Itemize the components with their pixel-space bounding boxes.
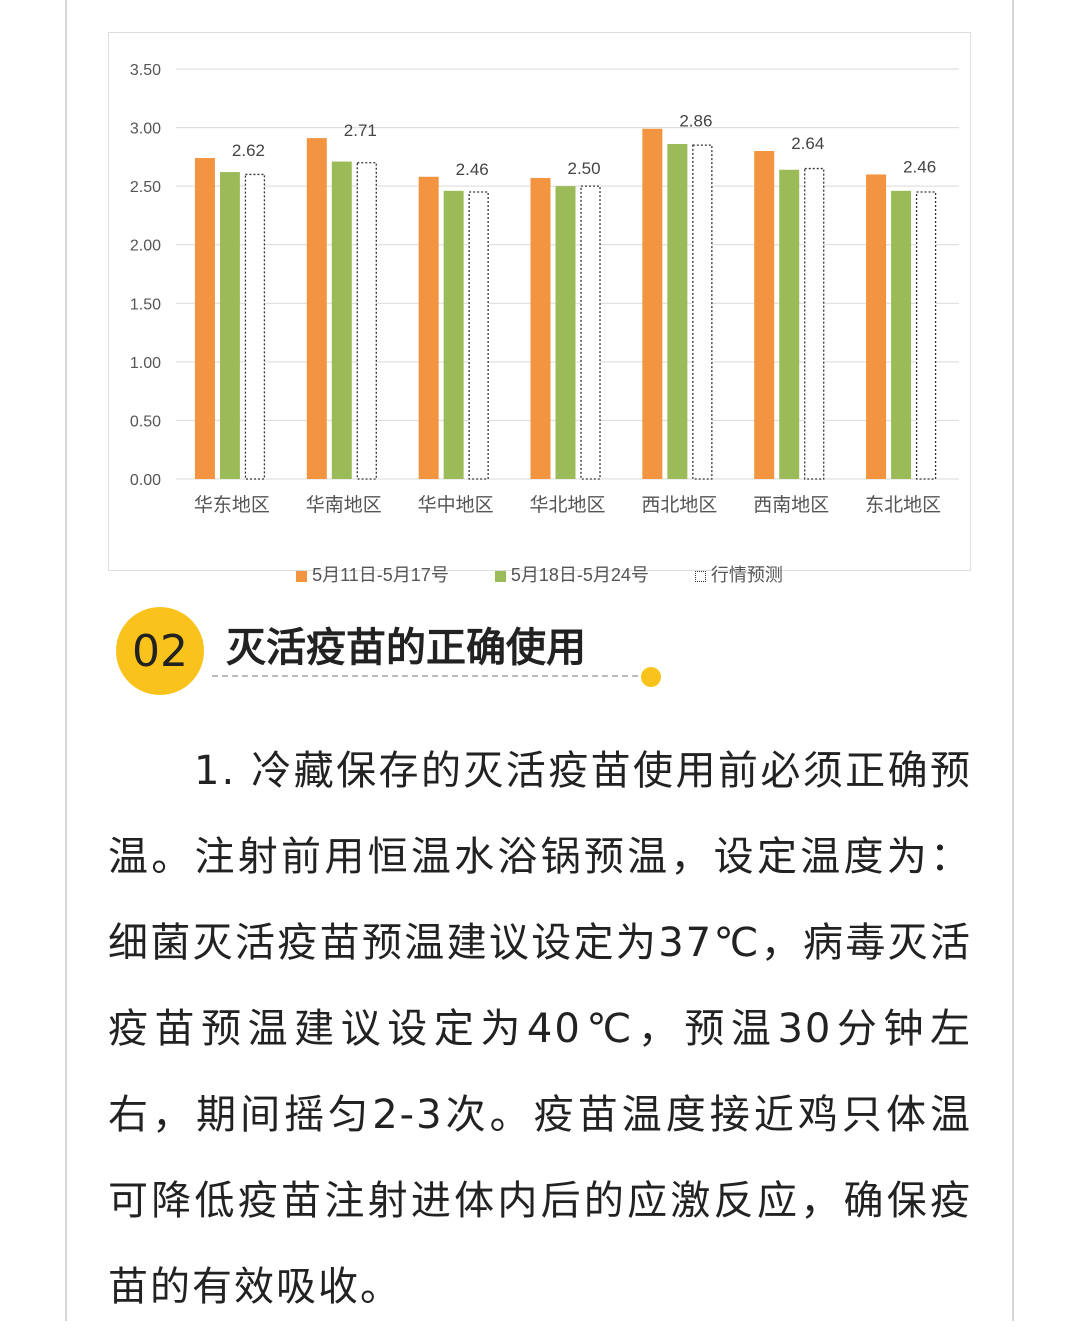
y-tick-label: 1.50	[130, 296, 161, 313]
chart-legend: 5月11日-5月17号 5月18日-5月24号 行情预测	[109, 561, 970, 587]
bar-series-2	[891, 190, 912, 480]
x-category-label: 华南地区	[306, 494, 382, 516]
bar-forecast	[915, 191, 937, 480]
bar-series-2	[331, 161, 352, 480]
legend-item-series-1: 5月11日-5月17号	[296, 561, 449, 587]
body-paragraph: 1. 冷藏保存的灭活疫苗使用前必须正确预温。注射前用恒温水浴锅预温，设定温度为：…	[108, 748, 972, 1310]
legend-swatch	[694, 571, 706, 582]
price-chart: 0.00 0.50 1.00 1.50 2.00 2.50 3.00 3.50 2.62 华东地区…	[108, 32, 971, 585]
data-label: 2.46	[903, 157, 936, 176]
bar-series-1	[194, 158, 215, 479]
page-border-left	[65, 0, 67, 1321]
data-label: 2.64	[791, 134, 824, 153]
bar-forecast	[692, 144, 713, 480]
legend-label: 5月11日-5月17号	[312, 565, 449, 585]
bar-forecast	[356, 162, 377, 480]
bar-series-1	[754, 151, 775, 479]
legend-swatch	[494, 571, 506, 582]
bar-series-1	[306, 138, 327, 479]
title-underline	[212, 675, 648, 677]
bar-series-2	[779, 169, 800, 479]
bar-series-1	[530, 177, 551, 479]
bar-series-2	[667, 143, 688, 479]
y-tick-label: 3.00	[130, 121, 161, 138]
data-label: 2.46	[456, 160, 489, 179]
legend-swatch	[296, 571, 308, 582]
bar-forecast	[580, 185, 601, 480]
bar-forecast	[804, 167, 825, 480]
bar-forecast	[468, 191, 489, 480]
bar-series-2	[555, 186, 576, 479]
x-category-label: 西南地区	[753, 494, 829, 516]
y-tick-label: 1.00	[130, 355, 161, 372]
page-border-right	[1012, 0, 1014, 1321]
legend-label: 5月18日-5月24号	[510, 565, 649, 585]
bar-forecast	[244, 173, 266, 480]
data-label: 2.50	[568, 159, 601, 178]
bar-series-1	[642, 128, 663, 479]
data-label: 2.86	[679, 112, 712, 131]
legend-item-series-3: 行情预测	[694, 561, 783, 587]
y-tick-label: 2.50	[130, 179, 161, 196]
x-category-label: 华中地区	[418, 494, 494, 516]
x-category-label: 华北地区	[529, 494, 605, 516]
legend-item-series-2: 5月18日-5月24号	[494, 561, 649, 587]
x-category-label: 西北地区	[641, 494, 717, 516]
bar-series-1	[866, 174, 887, 479]
x-category-label: 华东地区	[194, 494, 270, 516]
x-category-label: 东北地区	[865, 494, 941, 516]
legend-label: 行情预测	[710, 565, 783, 585]
bar-series-1	[418, 176, 439, 479]
data-label: 2.71	[344, 121, 377, 140]
y-tick-label: 2.00	[130, 238, 161, 255]
section-number-badge: 02	[116, 607, 204, 695]
y-tick-label: 3.50	[130, 62, 161, 79]
bar-series-2	[443, 190, 464, 480]
data-label: 2.62	[232, 141, 265, 160]
section-title: 灭活疫苗的正确使用	[226, 625, 586, 671]
bar-chart-svg: 0.00 0.50 1.00 1.50 2.00 2.50 3.00 3.50 2.62 华东地区…	[130, 62, 959, 516]
y-tick-label: 0.00	[130, 472, 161, 489]
y-tick-label: 0.50	[130, 413, 161, 430]
bar-series-2	[219, 172, 240, 480]
underline-dot	[641, 667, 661, 687]
